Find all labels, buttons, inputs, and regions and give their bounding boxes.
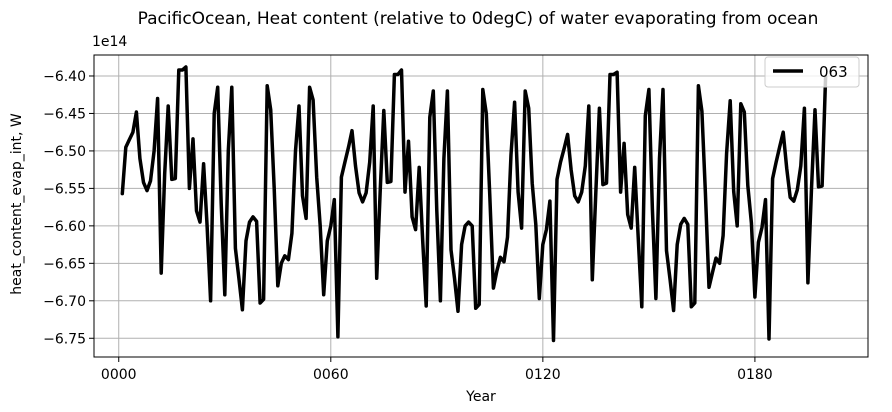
legend-box (764, 56, 860, 88)
plot-frame (93, 54, 869, 358)
y-tick-label: −6.50 (43, 144, 86, 160)
chart-title: PacificOcean, Heat content (relative to … (138, 9, 819, 29)
x-tick-label: 0000 (101, 367, 137, 383)
y-tick-label: −6.45 (43, 106, 86, 122)
y-tick-label: −6.70 (43, 294, 86, 310)
x-tick-label: 0180 (737, 367, 773, 383)
x-tick-label: 0060 (313, 367, 349, 383)
series-layer (120, 65, 828, 343)
y-axis-ticks: −6.75 −6.70 −6.65 −6.60 −6.55 −6.50 −6.45 −6.40 (43, 69, 94, 347)
x-axis-ticks: 0000 0060 0120 0180 (101, 357, 773, 383)
y-tick-label: −6.55 (43, 181, 86, 197)
y-offset-label: 1e14 (92, 34, 127, 50)
y-tick-label: −6.60 (43, 219, 86, 235)
legend: 063 (764, 56, 860, 88)
series-line-063 (120, 65, 828, 343)
x-tick-label: 0120 (525, 367, 561, 383)
y-axis-label: heat_content_evap_int, W (9, 113, 25, 295)
y-tick-label: −6.75 (43, 331, 86, 347)
y-tick-label: −6.40 (43, 69, 86, 85)
legend-label-063: 063 (819, 63, 848, 81)
y-tick-label: −6.65 (43, 256, 86, 272)
x-axis-label: Year (465, 389, 496, 405)
